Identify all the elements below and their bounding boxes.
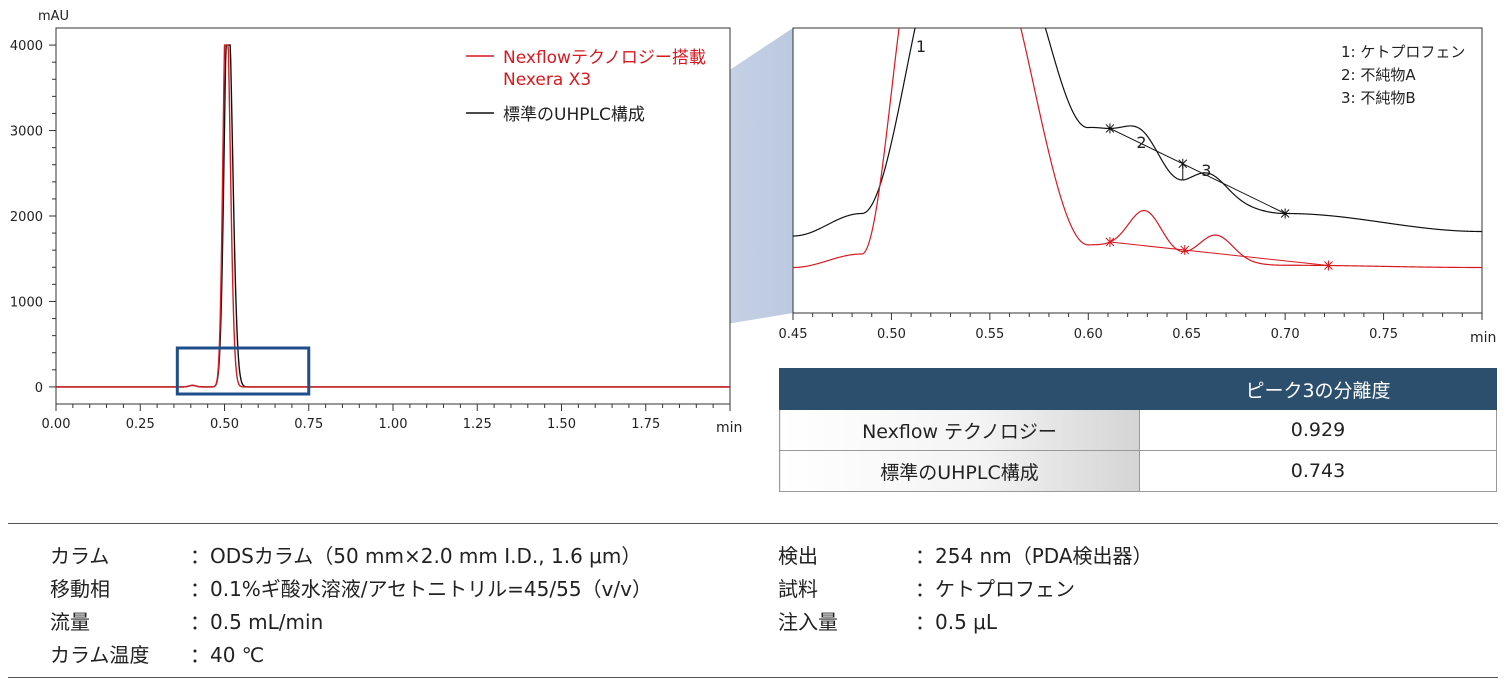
x-tick-label: 0.70 [1271, 327, 1300, 342]
chromatogram-figure: 0.00 0.25 0.50 0.75 1.00 1.25 1.50 1.75 0 1000 200… [10, 9, 1497, 436]
zoom-region-box [175, 346, 311, 396]
cond-key-mobile-phase: 移動相 [50, 577, 110, 601]
integration-baseline [1109, 127, 1286, 214]
left-axis-ticks: 0.00 0.25 0.50 0.75 1.00 1.25 1.50 1.75 0 1000 200… [10, 39, 731, 432]
x-tick-label: 0.50 [210, 417, 239, 432]
integration-marker [1324, 260, 1333, 271]
series-line-nexflow [793, 28, 1482, 269]
cond-value-injection: ：0.5 μL [915, 610, 998, 634]
legend-entry: 1: ケトプロフェン [1341, 43, 1465, 61]
table-row-label: 標準のUHPLC構成 [779, 450, 1140, 492]
left-plot-frame [55, 27, 731, 405]
legend-entry: 2: 不純物A [1341, 66, 1416, 84]
table-row: 標準のUHPLC構成 0.743 [779, 450, 1497, 492]
y-tick-label: 3000 [10, 125, 43, 140]
x-tick-label: 0.55 [975, 327, 1004, 342]
cond-key-flow: 流量 [50, 610, 90, 634]
integration-marker [1105, 237, 1115, 248]
resolution-table: ピーク3の分離度 Nexflow テクノロジー 0.929 標準のUHPLC構成… [779, 368, 1497, 492]
integration-markers [1105, 123, 1333, 271]
legend-entry: 3: 不純物B [1341, 89, 1416, 107]
table-header-blank [779, 368, 1140, 410]
peak-label: 1 [916, 37, 926, 56]
cond-key-sample: 試料 [778, 577, 818, 601]
integration-marker [1178, 158, 1188, 169]
zoomed-chromatogram: 0.45 0.50 0.55 0.60 0.65 0.70 0.75 min 1 2 3 1: … [779, 27, 1496, 346]
left-series-lines [56, 44, 730, 388]
table-row-value: 0.929 [1139, 409, 1497, 451]
x-tick-label: 1.25 [463, 417, 492, 432]
cond-value-sample: ：ケトプロフェン [915, 577, 1075, 601]
x-tick-label: 0.65 [1172, 327, 1201, 342]
y-tick-label: 4000 [10, 39, 43, 54]
cond-key-detection: 検出 [778, 544, 818, 568]
cond-key-column: カラム [50, 544, 110, 568]
integration-marker [1280, 208, 1290, 219]
integration-marker [1105, 123, 1115, 134]
y-tick-label: 1000 [10, 295, 43, 310]
cond-key-temp: カラム温度 [50, 643, 150, 667]
right-axis-ticks: 0.45 0.50 0.55 0.60 0.65 0.70 0.75 [779, 313, 1483, 342]
x-tick-label: 0.60 [1074, 327, 1103, 342]
x-tick-label: 1.75 [631, 417, 660, 432]
full-chromatogram: 0.00 0.25 0.50 0.75 1.00 1.25 1.50 1.75 0 1000 200… [10, 9, 743, 436]
table-header-resolution: ピーク3の分離度 [1139, 368, 1497, 410]
series-line-nexflow [56, 44, 730, 388]
left-legend: Nexflowテクノロジー搭載 Nexera X3 標準のUHPLC構成 [466, 48, 706, 125]
cond-key-injection: 注入量 [778, 610, 838, 634]
x-tick-label: 0.50 [877, 327, 906, 342]
y-tick-label: 0 [35, 381, 43, 396]
table-row: Nexflow テクノロジー 0.929 [779, 409, 1497, 451]
peak-label: 2 [1136, 133, 1146, 152]
right-series-lines [793, 28, 1482, 269]
x-tick-label: 0.45 [779, 327, 808, 342]
table-header-row: ピーク3の分離度 [779, 368, 1497, 410]
x-tick-label: 0.25 [126, 417, 155, 432]
cond-value-flow: ：0.5 mL/min [190, 610, 324, 634]
legend-label-nexflow: Nexflowテクノロジー搭載 Nexera X3 [503, 48, 706, 90]
series-line-standard [793, 28, 1482, 237]
cond-value-mobile-phase: ：0.1%ギ酸水溶液/アセトニトリル=45/55（v/v） [190, 577, 652, 601]
cond-value-detection: ：254 nm（PDA検出器） [915, 544, 1153, 568]
divider-bottom [8, 677, 1498, 678]
right-x-axis-label: min [1470, 330, 1496, 346]
x-tick-label: 0.00 [42, 417, 71, 432]
x-tick-label: 0.75 [1369, 327, 1398, 342]
right-legend: 1: ケトプロフェン 2: 不純物A 3: 不純物B [1341, 43, 1465, 107]
cond-value-temp: ：40 ℃ [190, 643, 265, 667]
table-row-label: Nexflow テクノロジー [779, 409, 1140, 451]
y-tick-label: 2000 [10, 210, 43, 225]
left-y-axis-label: mAU [38, 9, 69, 24]
peak-labels: 1 2 3 [916, 37, 1212, 180]
peak-label: 3 [1201, 161, 1211, 180]
left-x-axis-label: min [716, 420, 742, 436]
divider-top [8, 523, 1498, 524]
legend-label-standard: 標準のUHPLC構成 [503, 105, 645, 125]
x-tick-label: 0.75 [294, 417, 323, 432]
x-tick-label: 1.00 [379, 417, 408, 432]
integration-baseline [1109, 241, 1329, 267]
table-row-value: 0.743 [1139, 450, 1497, 492]
x-tick-label: 1.50 [547, 417, 576, 432]
cond-value-column: ：ODSカラム（50 mm×2.0 mm I.D., 1.6 μm） [190, 544, 642, 568]
integration-marker [1180, 245, 1190, 256]
